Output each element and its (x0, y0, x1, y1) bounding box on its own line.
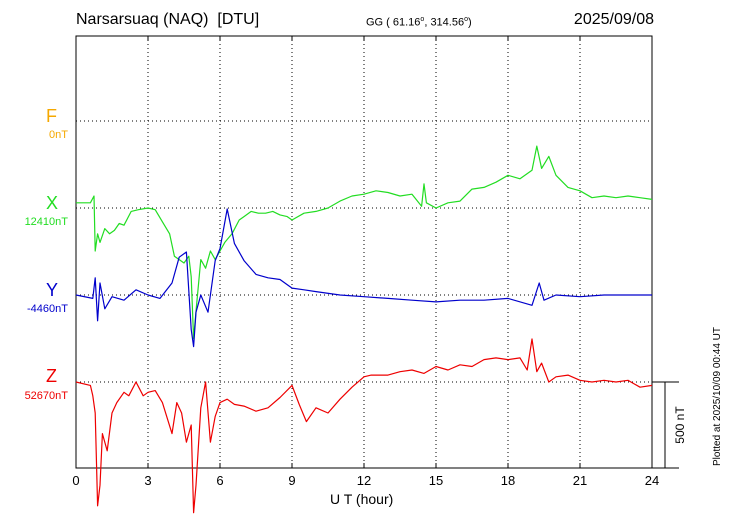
x-tick-label-12: 12 (357, 473, 371, 488)
scale-bar: 500 nT (652, 381, 687, 469)
x-axis-ticks: 0 3 6 9 12 15 18 21 24 (72, 36, 659, 488)
x-tick-label-9: 9 (288, 473, 295, 488)
series-line-y (75, 208, 652, 348)
date-label: 2025/09/08 (573, 11, 654, 28)
channel-baseline-z: 52670nT (24, 390, 68, 402)
channel-baseline-f: 0nT (49, 129, 68, 141)
geographic-coordinates: GG ( 61.16o, 314.56o) (366, 16, 472, 29)
channel-label-z: Z (46, 366, 57, 386)
x-axis-label: U T (hour) (330, 491, 394, 507)
x-tick-label-18: 18 (501, 473, 515, 488)
station-title: Narsarsuaq (NAQ) [DTU] (76, 11, 260, 28)
channel-label-f: F (46, 106, 57, 126)
vertical-gridlines (147, 36, 581, 468)
scale-bar-label: 500 nT (673, 406, 687, 444)
x-tick-label-24: 24 (645, 473, 659, 488)
channel-label-x: X (46, 193, 59, 213)
x-tick-label-15: 15 (429, 473, 443, 488)
channel-baseline-x: 12410nT (24, 216, 68, 228)
plotted-timestamp: Plotted at 2025/10/09 00:44 UT (712, 327, 723, 466)
x-tick-label-21: 21 (573, 473, 587, 488)
channel-label-y: Y (46, 280, 59, 300)
series-line-x (76, 145, 653, 340)
series-layer (75, 145, 653, 514)
x-tick-label-6: 6 (216, 473, 223, 488)
series-line-z (75, 338, 653, 514)
x-tick-label-3: 3 (144, 473, 151, 488)
channel-baseline-y: -4460nT (27, 303, 68, 315)
x-tick-label-0: 0 (72, 473, 79, 488)
